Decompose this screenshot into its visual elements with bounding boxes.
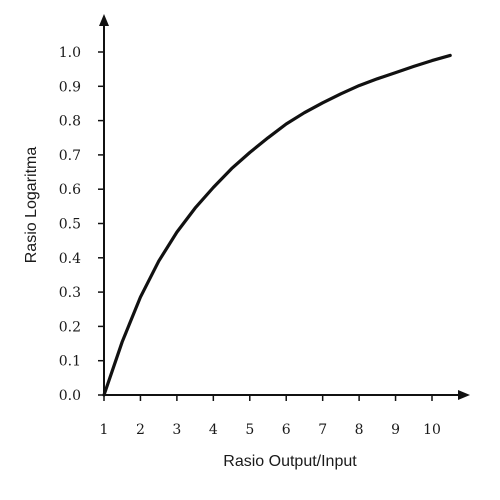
y-tick-label: 0.3: [59, 285, 81, 301]
x-tick-label: 9: [391, 422, 400, 438]
x-tick-label: 5: [245, 422, 254, 438]
axes: [99, 14, 470, 400]
y-tick-label: 0.4: [59, 251, 81, 267]
y-tick-label: 0.2: [59, 319, 81, 335]
y-tick-label: 0.1: [59, 354, 81, 370]
y-tick-label: 0.9: [59, 79, 81, 95]
x-tick-label: 8: [355, 422, 364, 438]
series-line: [102, 53, 452, 397]
x-tick-label: 3: [172, 422, 181, 438]
x-tick-label: 6: [282, 422, 291, 438]
x-tick-label: 4: [209, 422, 218, 438]
y-tick-label: 1.0: [59, 45, 81, 61]
x-axis-arrow: [458, 390, 470, 400]
x-tick-label: 10: [423, 422, 441, 438]
y-tick-label: 0.0: [59, 388, 81, 404]
x-axis-ticks: 1 2 3 4 5 6 7 8 9 10: [100, 395, 441, 438]
x-tick-label: 7: [318, 422, 327, 438]
y-tick-label: 0.7: [59, 148, 81, 164]
y-axis-arrow: [99, 14, 109, 26]
y-axis-title: Rasio Logaritma: [23, 147, 40, 264]
x-tick-label: 1: [100, 422, 109, 438]
y-tick-label: 0.5: [59, 217, 81, 233]
y-tick-label: 0.6: [59, 182, 81, 198]
y-tick-label: 0.8: [59, 114, 81, 130]
x-axis-title: Rasio Output/Input: [223, 453, 357, 470]
x-tick-label: 2: [136, 422, 145, 438]
y-axis-ticks: 0.0 0.1 0.2 0.3 0.4 0.5 0.6 0.7 0.8 0.9 1.0: [59, 45, 104, 404]
